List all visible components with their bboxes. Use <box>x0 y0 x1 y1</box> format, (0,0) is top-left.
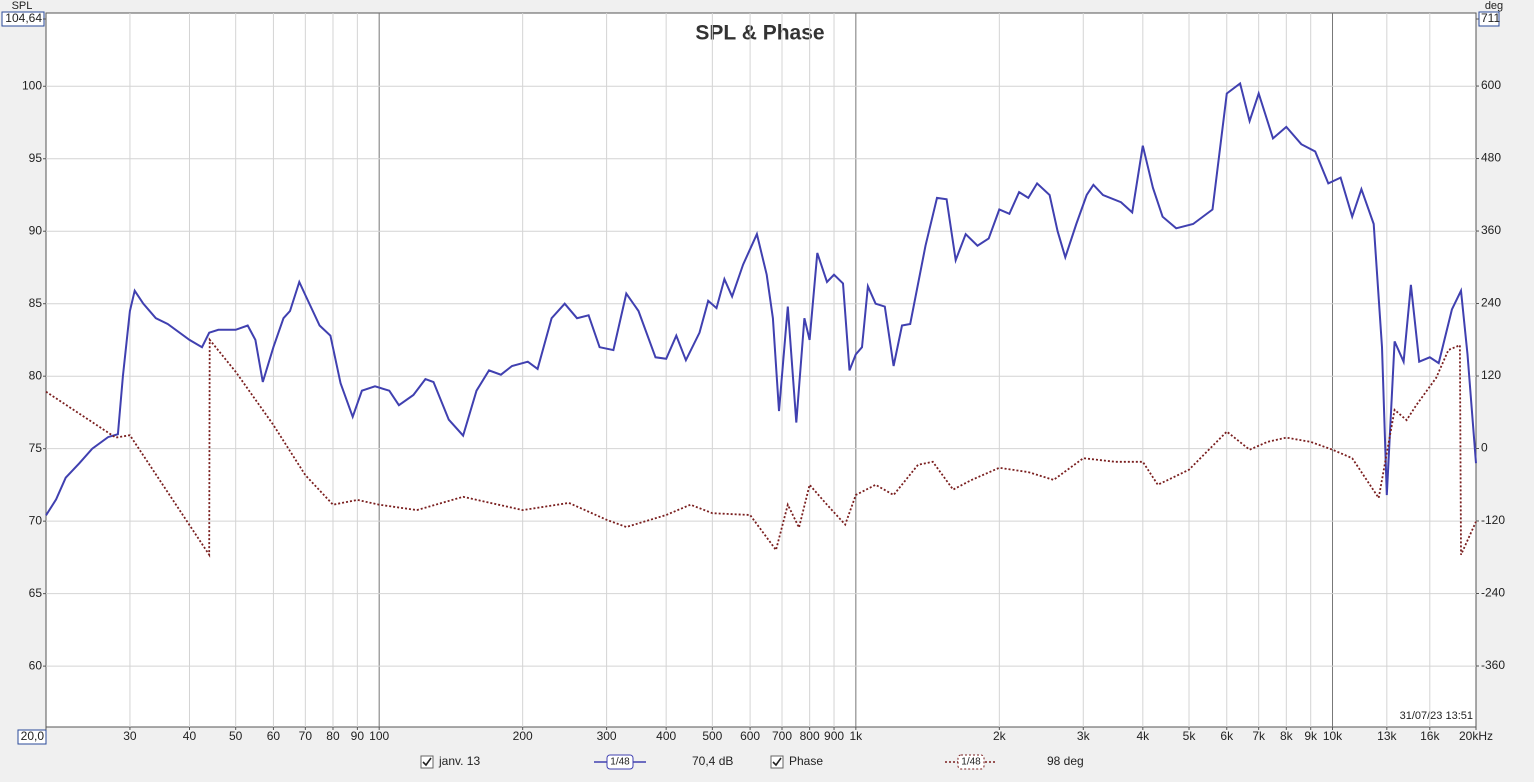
y-tick-label: 75 <box>29 441 43 455</box>
legend-name: janv. 13 <box>438 754 480 768</box>
y-tick-label: 60 <box>29 658 43 672</box>
y-tick-label: 85 <box>29 296 43 310</box>
x-tick-label: 5k <box>1183 729 1197 743</box>
y-axis-label: SPL <box>12 0 33 12</box>
y2-tick-label: 120 <box>1481 368 1501 382</box>
x-tick-label: 800 <box>800 729 820 743</box>
marks <box>45 81 1477 558</box>
legend-readout: 98 deg <box>1047 754 1084 768</box>
y2-tick-label: -360 <box>1481 658 1505 672</box>
y2-tick-label: 240 <box>1481 296 1501 310</box>
spl-line <box>45 81 1477 516</box>
x-tick-label: 900 <box>824 729 844 743</box>
x-tick-label: 30 <box>123 729 137 743</box>
y-tick-label: 90 <box>29 223 43 237</box>
y2-tick-label: 360 <box>1481 223 1501 237</box>
y2-axis-label: deg <box>1485 0 1503 12</box>
smoothing-label: 1/48 <box>610 757 630 768</box>
legend-name: Phase <box>789 754 823 768</box>
x-tick-label: 1k <box>849 729 863 743</box>
legend-readout: 70,4 dB <box>692 754 733 768</box>
y2-tick-label: 600 <box>1481 78 1501 92</box>
y2-tick-label: 480 <box>1481 151 1501 165</box>
y-tick-label: 65 <box>29 586 43 600</box>
checkmark <box>772 757 782 767</box>
y2-tick-label: 711 <box>1481 11 1500 25</box>
checkbox[interactable] <box>420 755 434 769</box>
x-tick-label: 9k <box>1304 729 1318 743</box>
x-tick-label: 2k <box>993 729 1007 743</box>
y2-tick-label: -240 <box>1481 586 1505 600</box>
y-tick-label: 100 <box>22 78 42 92</box>
timestamp: 31/07/23 13:51 <box>1400 710 1473 722</box>
x-tick-label: 80 <box>326 729 340 743</box>
x-tick-label: 8k <box>1280 729 1294 743</box>
x-tick-label: 500 <box>702 729 722 743</box>
y-tick-label: 95 <box>29 151 43 165</box>
x-tick-label: 20,0 <box>21 729 45 743</box>
x-tick-label: 50 <box>229 729 243 743</box>
x-tick-label: 16k <box>1420 729 1440 743</box>
x-tick-label: 400 <box>656 729 676 743</box>
axes: 20,0 30 40 50 60 70 80 90 100 200 300 400 500 600 700 8… <box>1 11 1505 745</box>
x-tick-label: 700 <box>772 729 792 743</box>
y2-tick-label: 0 <box>1481 441 1488 455</box>
x-tick-label: 200 <box>513 729 533 743</box>
label-box <box>17 729 47 745</box>
smoothing-box[interactable] <box>957 754 985 770</box>
x-tick-label: 7k <box>1252 729 1266 743</box>
smoothing-box[interactable] <box>606 754 634 770</box>
y2-tick-label: -120 <box>1481 513 1505 527</box>
x-tick-label: 20kHz <box>1459 729 1493 743</box>
x-tick-label: 300 <box>597 729 617 743</box>
x-tick-label: 6k <box>1220 729 1234 743</box>
x-tick-label: 70 <box>299 729 313 743</box>
x-tick-label: 40 <box>183 729 197 743</box>
x-tick-label: 90 <box>351 729 365 743</box>
x-tick-label: 60 <box>267 729 281 743</box>
plot-area <box>45 12 1477 728</box>
y-tick-label: 80 <box>29 368 43 382</box>
y-tick-label: 70 <box>29 513 43 527</box>
checkbox[interactable] <box>770 755 784 769</box>
chart-title: SPL & Phase <box>695 22 824 45</box>
x-tick-label: 3k <box>1077 729 1091 743</box>
grid <box>46 13 1476 727</box>
y-tick-label: 104,64 <box>5 11 42 25</box>
x-tick-label: 600 <box>740 729 760 743</box>
x-tick-label: 100 <box>369 729 389 743</box>
checkmark <box>422 757 432 767</box>
x-tick-label: 4k <box>1136 729 1150 743</box>
x-tick-label: 13k <box>1377 729 1397 743</box>
legend: janv. 13 1/48 70,4 dB Phase 1/48 98 deg <box>420 754 1084 770</box>
phase-line <box>45 337 1477 558</box>
smoothing-label: 1/48 <box>961 757 981 768</box>
x-tick-label: 10k <box>1323 729 1343 743</box>
